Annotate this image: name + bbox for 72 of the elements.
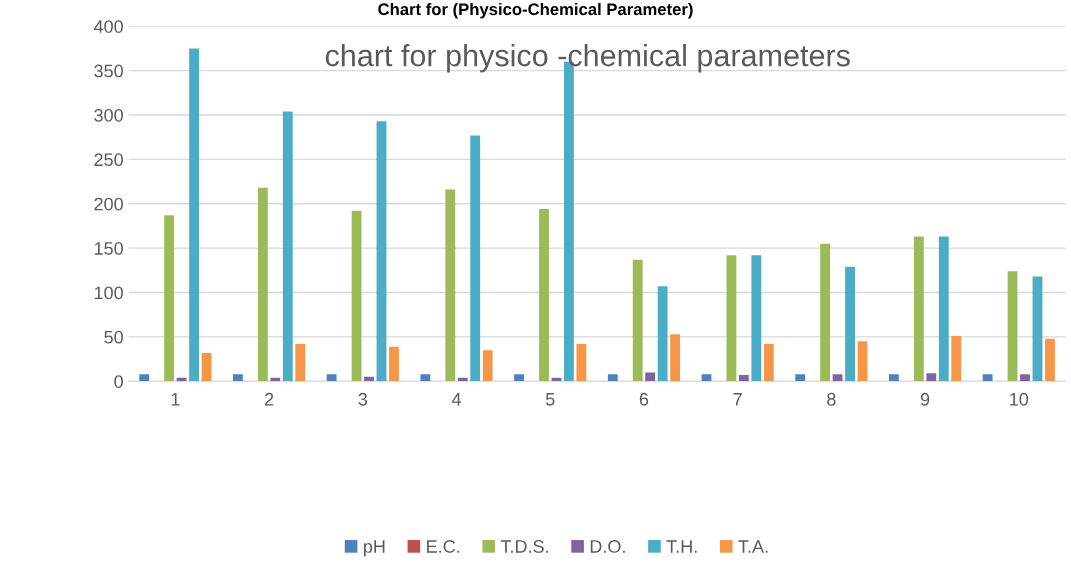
y-tick-label: 150 — [94, 242, 123, 255]
bar — [376, 121, 387, 382]
x-tick-label: 9 — [920, 392, 930, 406]
bar — [701, 374, 712, 382]
bar — [233, 374, 243, 382]
bar — [295, 344, 306, 382]
legend-label: E.C. — [427, 540, 460, 553]
bar — [820, 243, 831, 382]
bar — [632, 259, 643, 382]
legend-label: pH — [363, 540, 385, 557]
y-tick-label: 300 — [94, 108, 123, 122]
bar — [189, 48, 199, 382]
legend-label: T.D.S. — [500, 540, 548, 553]
bar — [139, 374, 150, 382]
y-tick-label: 350 — [94, 64, 123, 78]
bar — [364, 376, 374, 382]
bar — [938, 236, 949, 382]
bar — [482, 350, 493, 382]
bar — [726, 255, 737, 382]
bar — [645, 372, 656, 382]
legend-label: T.H. — [666, 540, 697, 553]
bar — [926, 373, 937, 382]
x-tick-label: 2 — [264, 392, 274, 406]
x-tick-label: 3 — [358, 392, 368, 406]
bar — [607, 374, 618, 382]
x-tick-label: 1 — [171, 393, 180, 406]
x-tick-label: 4 — [451, 393, 462, 406]
bar — [389, 346, 399, 382]
bar — [1045, 338, 1055, 382]
bar — [420, 374, 431, 382]
bar — [282, 111, 293, 382]
chart-title: Chart for (Physico-Chemical Parameter) — [378, 2, 693, 19]
x-tick-label: 7 — [733, 393, 742, 406]
y-tick-label: 250 — [94, 153, 123, 167]
bar — [445, 189, 456, 382]
bar — [1032, 276, 1043, 382]
bar — [951, 336, 962, 382]
bar — [201, 352, 212, 382]
bar — [982, 374, 993, 382]
legend-label: D.O. — [590, 540, 625, 553]
bar — [257, 187, 268, 382]
y-tick-label: 0 — [114, 375, 123, 388]
bar — [832, 374, 843, 382]
bar — [857, 341, 868, 382]
bar — [763, 344, 774, 382]
bar — [889, 374, 899, 382]
x-tick-label: 10 — [1010, 392, 1029, 406]
y-tick-label: 50 — [104, 330, 123, 344]
bar — [539, 209, 549, 382]
bar — [351, 210, 362, 382]
bar — [1020, 374, 1030, 382]
y-tick-label: 400 — [93, 20, 123, 33]
bar — [576, 344, 587, 382]
x-tick-label: 6 — [639, 392, 649, 406]
y-tick-label: 200 — [94, 197, 123, 211]
bar — [326, 374, 337, 382]
legend-label: T.A. — [738, 540, 768, 553]
x-tick-label: 5 — [545, 393, 555, 406]
bar — [670, 334, 681, 382]
bar — [164, 215, 175, 382]
x-tick-label: 8 — [827, 392, 836, 406]
bar — [657, 286, 668, 382]
bar — [845, 266, 855, 382]
y-tick-label: 100 — [94, 286, 123, 300]
bar — [1007, 271, 1018, 382]
bar — [913, 236, 924, 382]
bar — [514, 374, 524, 382]
bar — [738, 375, 749, 382]
annotation: chart for physico -chemical parameters — [325, 43, 850, 73]
bar — [795, 374, 806, 382]
bar — [751, 255, 762, 382]
bar — [470, 135, 481, 382]
